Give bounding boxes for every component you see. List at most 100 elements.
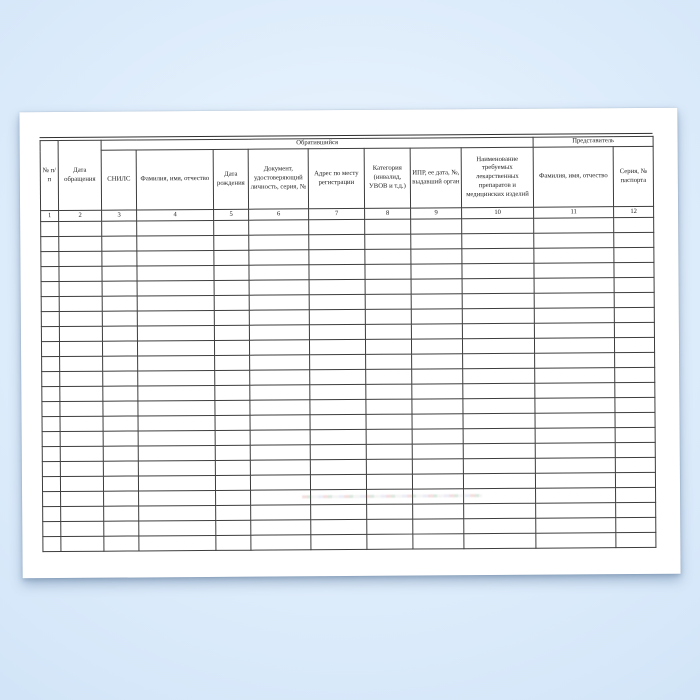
empty-cell — [214, 340, 250, 356]
empty-cell — [40, 221, 59, 237]
empty-cell — [535, 532, 616, 549]
empty-cell — [250, 504, 311, 521]
col-header-identity-document: Документ, удостоверяющий личность, серия… — [248, 148, 309, 210]
empty-cell — [366, 504, 413, 520]
empty-cell — [411, 368, 463, 385]
empty-cell — [308, 249, 365, 265]
empty-cell — [614, 322, 655, 338]
empty-cell — [461, 263, 535, 279]
empty-cell — [411, 323, 463, 340]
empty-cell — [138, 475, 216, 491]
empty-cell — [136, 265, 215, 281]
empty-cell — [137, 385, 215, 401]
empty-cell — [613, 247, 655, 263]
empty-cell — [59, 371, 103, 387]
empty-cell — [463, 533, 536, 549]
empty-cell — [59, 401, 104, 417]
empty-cell — [615, 517, 656, 533]
empty-cell — [101, 235, 137, 252]
empty-cell — [535, 442, 616, 459]
empty-cell — [412, 428, 464, 445]
empty-cell — [103, 430, 139, 447]
empty-cell — [310, 429, 367, 445]
empty-cell — [42, 506, 61, 522]
empty-cell — [535, 517, 616, 534]
empty-cell — [309, 369, 366, 385]
empty-cell — [309, 384, 366, 400]
empty-cell — [137, 355, 215, 371]
empty-cell — [102, 400, 139, 417]
empty-cell — [534, 292, 615, 309]
empty-cell — [41, 296, 60, 312]
empty-cell — [614, 292, 655, 308]
empty-cell — [535, 502, 616, 519]
empty-cell — [310, 459, 367, 475]
empty-cell — [462, 413, 536, 429]
empty-cell — [138, 445, 216, 461]
empty-cell — [137, 340, 215, 356]
registration-journal-table: № п/п Дата обращения Обратившийся Предст… — [40, 136, 657, 552]
empty-cell — [310, 519, 367, 535]
empty-cell — [102, 340, 138, 357]
empty-cell — [102, 370, 138, 387]
empty-cell — [614, 367, 655, 383]
empty-cell — [462, 323, 535, 339]
empty-cell — [308, 219, 365, 235]
empty-cell — [534, 322, 615, 339]
empty-cell — [365, 294, 412, 310]
empty-cell — [615, 412, 656, 428]
empty-cell — [250, 444, 311, 461]
empty-cell — [60, 461, 104, 477]
empty-cell — [615, 502, 656, 518]
empty-cell — [138, 520, 216, 536]
empty-cell — [138, 430, 216, 446]
empty-cell — [249, 324, 310, 341]
col-number: 11 — [533, 206, 614, 219]
empty-cell — [213, 220, 249, 236]
col-number: 4 — [136, 209, 214, 221]
empty-cell — [215, 430, 251, 446]
col-header-birth-date: Дата рождения — [213, 149, 249, 210]
empty-cell — [214, 385, 250, 401]
empty-cell — [615, 427, 656, 443]
empty-cell — [41, 281, 60, 297]
empty-cell — [137, 370, 215, 386]
empty-cell — [410, 218, 462, 235]
empty-cell — [137, 295, 215, 311]
col-header-request-date: Дата обращения — [58, 140, 102, 211]
empty-cell — [213, 250, 249, 266]
empty-cell — [533, 232, 614, 249]
empty-cell — [309, 324, 366, 340]
empty-cell — [137, 310, 215, 326]
empty-cell — [366, 429, 413, 445]
empty-cell — [101, 250, 137, 267]
empty-cell — [249, 354, 310, 371]
empty-cell — [463, 428, 536, 444]
empty-cell — [308, 234, 365, 250]
empty-cell — [103, 535, 139, 552]
empty-cell — [462, 293, 535, 309]
table-body — [40, 217, 656, 552]
empty-cell — [102, 280, 138, 297]
empty-cell — [534, 307, 615, 324]
empty-cell — [310, 474, 367, 490]
col-header-representative-name: Фамилия, имя, отчество — [533, 146, 614, 208]
empty-cell — [41, 311, 60, 327]
col-number: 7 — [308, 208, 365, 220]
empty-cell — [60, 521, 104, 537]
empty-cell — [535, 427, 616, 444]
empty-cell — [249, 279, 310, 296]
empty-cell — [366, 534, 413, 550]
empty-cell — [411, 293, 463, 310]
empty-cell — [463, 473, 536, 489]
empty-cell — [103, 490, 139, 507]
empty-cell — [214, 310, 250, 326]
empty-cell — [60, 431, 104, 447]
empty-cell — [364, 249, 411, 265]
empty-cell — [249, 294, 310, 311]
empty-cell — [103, 520, 139, 537]
empty-cell — [463, 518, 536, 534]
empty-cell — [534, 352, 615, 369]
empty-cell — [462, 308, 535, 324]
